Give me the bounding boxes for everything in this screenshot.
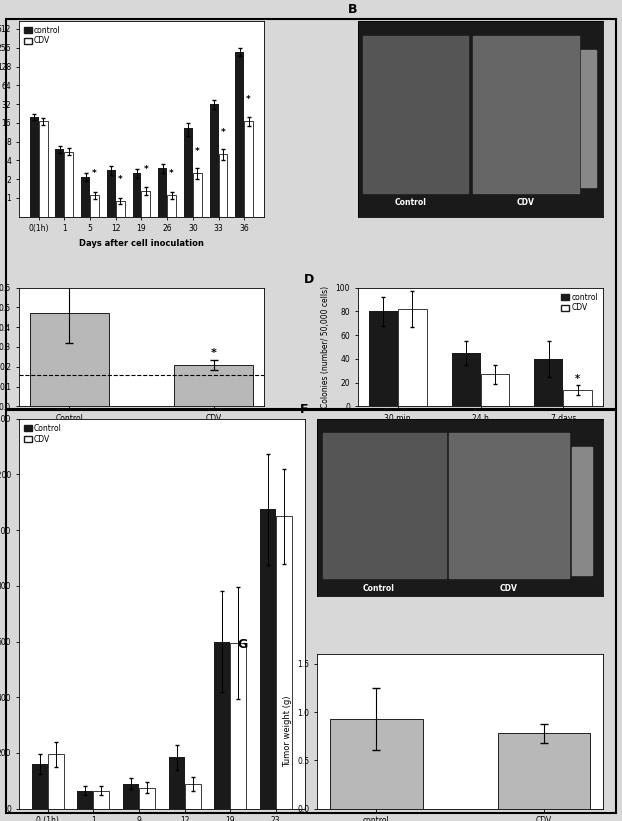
Bar <box>93 791 109 809</box>
Bar <box>139 788 155 809</box>
Legend: control, CDV: control, CDV <box>560 291 600 314</box>
X-axis label: Days after cell inoculation: Days after cell inoculation <box>79 239 204 248</box>
Bar <box>39 122 48 821</box>
FancyBboxPatch shape <box>473 36 579 193</box>
Bar <box>123 783 139 809</box>
Text: *: * <box>575 374 580 384</box>
Bar <box>132 173 141 821</box>
Bar <box>452 353 481 406</box>
X-axis label: Time after cell inoculation: Time after cell inoculation <box>418 429 543 438</box>
Text: *: * <box>169 169 174 178</box>
Bar <box>210 104 218 821</box>
Bar <box>90 195 99 821</box>
FancyBboxPatch shape <box>572 447 592 575</box>
Bar <box>174 365 253 406</box>
Bar <box>55 149 65 821</box>
Text: Control: Control <box>363 584 395 593</box>
Text: *: * <box>92 169 97 178</box>
Bar <box>481 374 509 406</box>
Text: CDV: CDV <box>517 198 535 207</box>
Bar <box>330 719 422 809</box>
Text: *: * <box>144 165 149 174</box>
Bar <box>193 173 202 821</box>
Text: *: * <box>195 147 200 156</box>
Text: F: F <box>300 403 309 416</box>
Bar <box>276 516 292 809</box>
Legend: control, CDV: control, CDV <box>22 25 62 47</box>
Bar <box>184 128 193 821</box>
Bar <box>48 754 63 809</box>
Bar <box>30 314 109 406</box>
Bar <box>260 509 276 809</box>
Bar <box>214 641 230 809</box>
Bar <box>81 177 90 821</box>
Bar <box>235 52 244 821</box>
Bar <box>30 117 39 821</box>
Bar <box>32 764 48 809</box>
FancyBboxPatch shape <box>363 36 468 193</box>
FancyBboxPatch shape <box>581 50 596 187</box>
Text: Control: Control <box>394 198 427 207</box>
Text: CDV: CDV <box>500 584 518 593</box>
Text: *: * <box>211 348 216 358</box>
Legend: Control, CDV: Control, CDV <box>22 423 63 445</box>
FancyBboxPatch shape <box>449 433 569 579</box>
Bar <box>65 152 73 821</box>
Text: *: * <box>118 175 123 184</box>
Bar <box>369 311 398 406</box>
Text: B: B <box>348 2 358 16</box>
Bar <box>158 168 167 821</box>
Bar <box>116 201 125 821</box>
Bar <box>167 195 176 821</box>
Bar <box>534 359 564 406</box>
Text: *: * <box>221 128 225 137</box>
Bar <box>107 170 116 821</box>
Bar <box>169 757 185 809</box>
Bar <box>498 733 590 809</box>
Bar <box>230 643 246 809</box>
Text: G: G <box>237 638 248 651</box>
Bar <box>564 390 592 406</box>
FancyBboxPatch shape <box>323 433 446 579</box>
Y-axis label: Tumor weight (g): Tumor weight (g) <box>283 695 292 768</box>
Bar <box>398 309 427 406</box>
Y-axis label: Colonies (number/ 50,000 cells): Colonies (number/ 50,000 cells) <box>321 286 330 408</box>
Bar <box>218 154 228 821</box>
Bar <box>141 190 151 821</box>
Bar <box>244 122 253 821</box>
Text: D: D <box>304 273 314 286</box>
Text: *: * <box>246 95 251 104</box>
Bar <box>77 791 93 809</box>
Bar <box>185 783 200 809</box>
